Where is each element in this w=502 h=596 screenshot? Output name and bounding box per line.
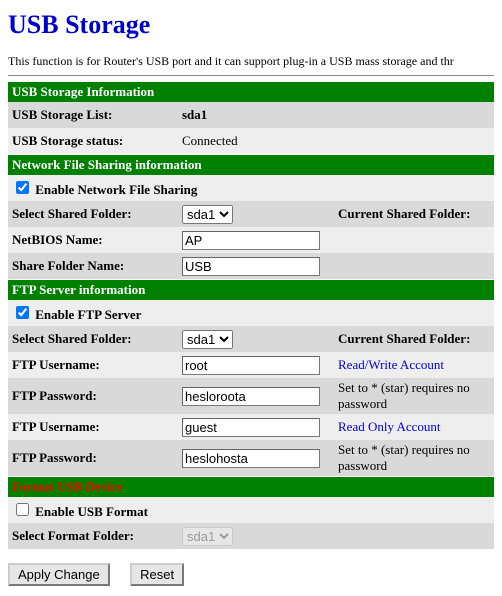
button-row: Apply Change Reset [8,563,494,586]
format-select-label: Select Format Folder: [8,523,178,549]
ftp-pass2-input[interactable] [182,449,320,468]
ftp-user2-hint: Read Only Account [334,414,494,440]
ftp-pass1-hint: Set to * (star) requires no password [334,378,494,414]
format-enable-checkbox[interactable] [16,503,29,516]
ftp-select-label: Select Shared Folder: [8,326,178,352]
nfs-select-label: Select Shared Folder: [8,201,178,227]
nfs-netbios-input[interactable] [182,231,320,250]
divider [8,75,494,76]
ftp-user1-label: FTP Username: [8,352,178,378]
nfs-netbios-label: NetBIOS Name: [8,227,178,253]
nfs-select-folder[interactable]: sda1 [182,205,233,224]
ftp-section: FTP Server information Enable FTP Server… [8,280,494,476]
ftp-user2-input[interactable] [182,418,320,437]
nfs-share-label: Share Folder Name: [8,253,178,279]
format-section: Format USB Device Enable USB Format Sele… [8,477,494,549]
ftp-enable-label: Enable FTP Server [35,307,141,322]
ftp-pass2-hint: Set to * (star) requires no password [334,440,494,476]
usb-status-value: Connected [178,128,334,154]
usb-storage-section: USB Storage Information USB Storage List… [8,82,494,154]
nfs-enable-label: Enable Network File Sharing [35,182,197,197]
usb-list-label: USB Storage List: [8,102,178,128]
ftp-select-folder[interactable]: sda1 [182,330,233,349]
ftp-pass2-label: FTP Password: [8,440,178,476]
nfs-header: Network File Sharing information [8,155,494,175]
nfs-enable-checkbox[interactable] [16,181,29,194]
reset-button[interactable]: Reset [130,563,184,586]
ftp-pass1-input[interactable] [182,387,320,406]
nfs-share-input[interactable] [182,257,320,276]
ftp-user1-hint: Read/Write Account [334,352,494,378]
format-header: Format USB Device [8,477,494,497]
format-select-folder: sda1 [182,527,233,546]
intro-text: This function is for Router's USB port a… [8,54,494,69]
ftp-user1-input[interactable] [182,356,320,375]
nfs-section: Network File Sharing information Enable … [8,155,494,279]
page-title: USB Storage [8,10,494,40]
usb-status-label: USB Storage status: [8,128,178,154]
usb-list-value: sda1 [178,102,334,128]
ftp-header: FTP Server information [8,280,494,300]
apply-button[interactable]: Apply Change [8,563,110,586]
ftp-user2-label: FTP Username: [8,414,178,440]
format-enable-label: Enable USB Format [35,504,148,519]
ftp-current-label: Current Shared Folder: [338,331,470,346]
ftp-enable-checkbox[interactable] [16,306,29,319]
usb-storage-header: USB Storage Information [8,82,494,102]
nfs-current-label: Current Shared Folder: [338,206,470,221]
ftp-pass1-label: FTP Password: [8,378,178,414]
